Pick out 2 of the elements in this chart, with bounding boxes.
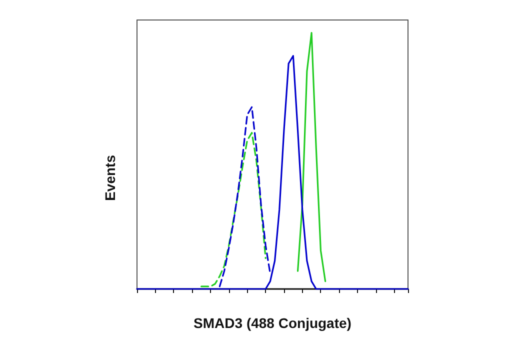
x-axis-title: SMAD3 (488 Conjugate) [194,315,352,331]
y-axis-title: Events [102,154,118,201]
